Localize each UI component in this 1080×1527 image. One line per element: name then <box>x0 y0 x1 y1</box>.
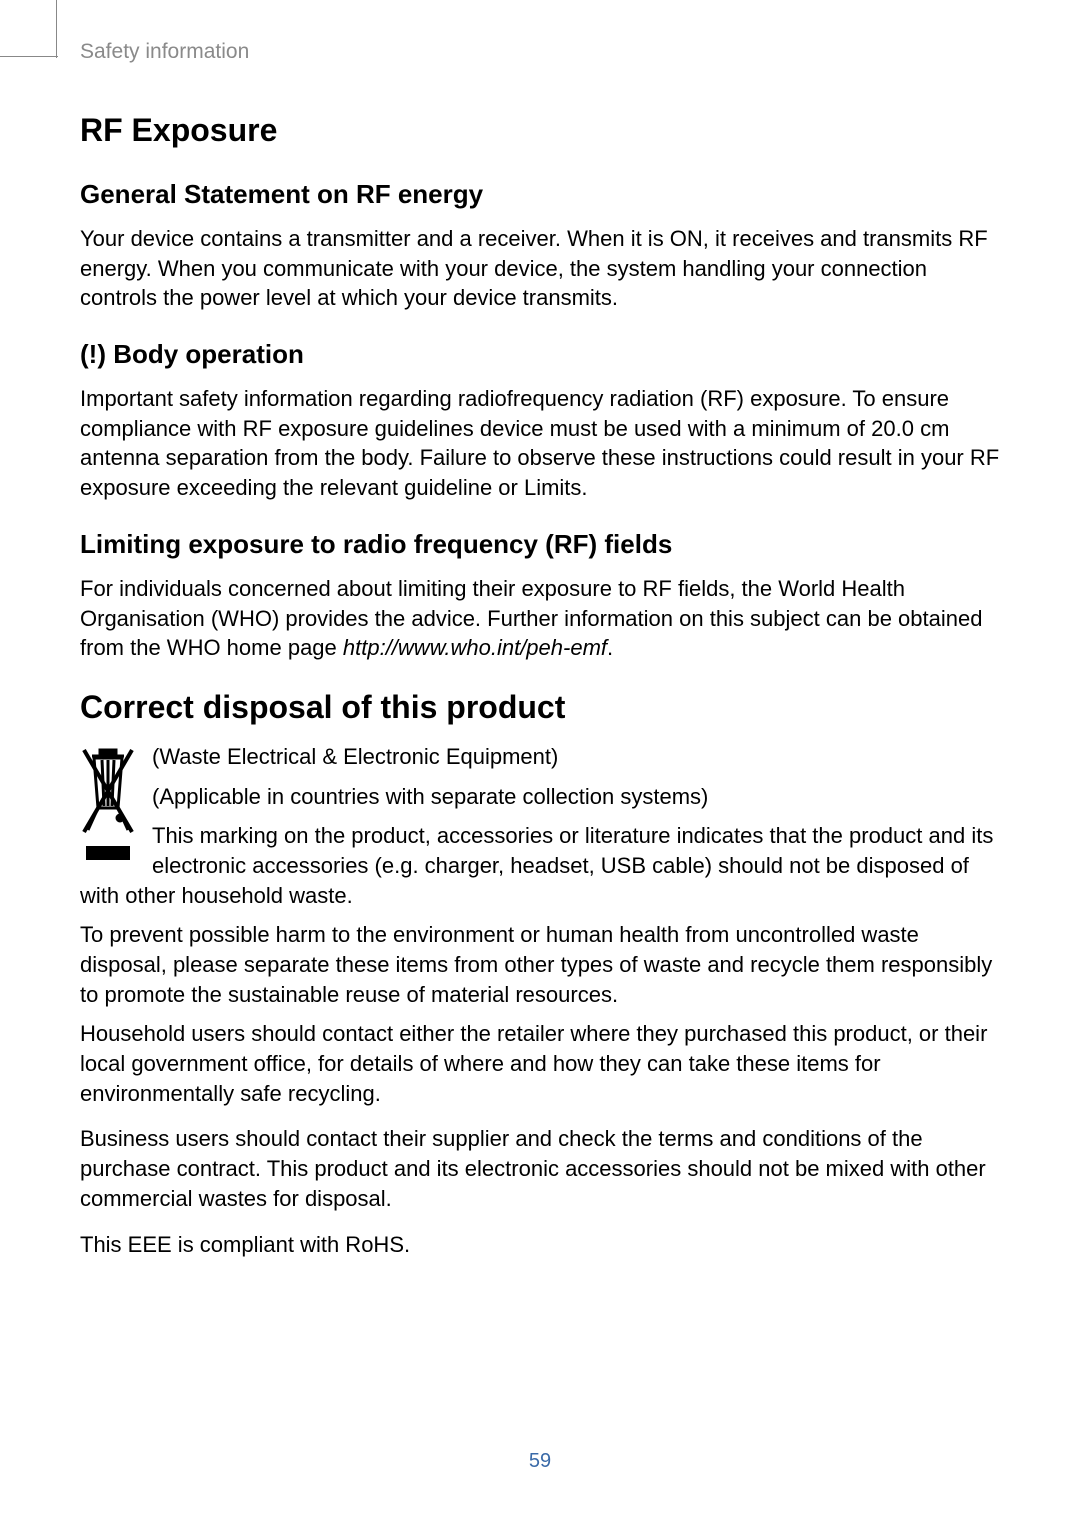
page-number: 59 <box>0 1450 1080 1473</box>
weee-bin-icon <box>80 746 136 876</box>
disposal-line-5: Household users should contact either th… <box>80 1019 1000 1108</box>
limiting-exposure-heading: Limiting exposure to radio frequency (RF… <box>80 529 1000 560</box>
disposal-title: Correct disposal of this product <box>80 689 1000 726</box>
body-operation-body: Important safety information regarding r… <box>80 384 1000 503</box>
rf-exposure-title: RF Exposure <box>80 112 1000 149</box>
page-content: Safety information RF Exposure General S… <box>0 0 1080 1325</box>
disposal-line-6: Business users should contact their supp… <box>80 1124 1000 1213</box>
running-header: Safety information <box>80 40 1000 64</box>
general-statement-body: Your device contains a transmitter and a… <box>80 224 1000 313</box>
body-operation-heading: (!) Body operation <box>80 339 1000 370</box>
disposal-line-3: This marking on the product, accessories… <box>80 821 1000 910</box>
who-url: http://www.who.int/peh-emf <box>343 635 607 660</box>
disposal-line-7: This EEE is compliant with RoHS. <box>80 1230 1000 1260</box>
disposal-block: (Waste Electrical & Electronic Equipment… <box>80 742 1000 1020</box>
limiting-exposure-body: For individuals concerned about limiting… <box>80 574 1000 663</box>
disposal-line-2: (Applicable in countries with separate c… <box>80 782 1000 812</box>
general-statement-heading: General Statement on RF energy <box>80 179 1000 210</box>
disposal-line-1: (Waste Electrical & Electronic Equipment… <box>80 742 1000 772</box>
disposal-line-4: To prevent possible harm to the environm… <box>80 920 1000 1009</box>
